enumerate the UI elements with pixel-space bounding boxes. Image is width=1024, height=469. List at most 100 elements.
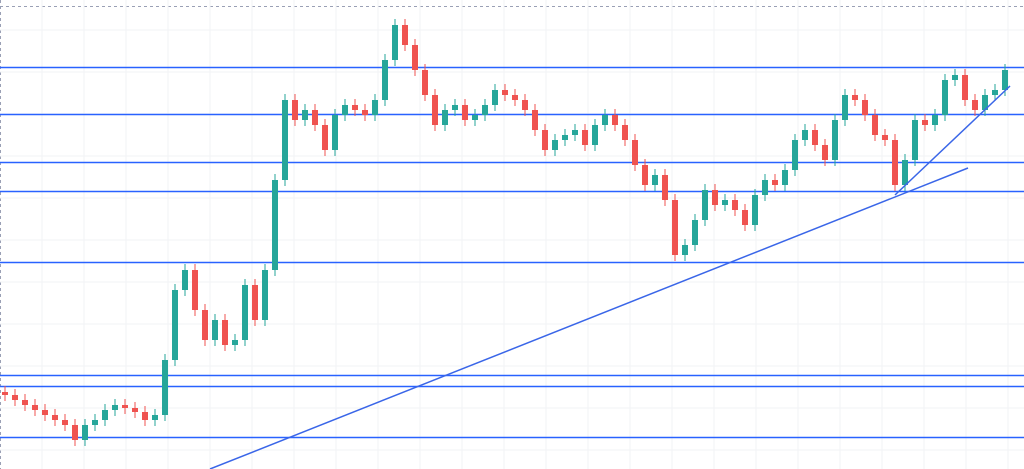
candle-body [472, 115, 478, 120]
candle-body [1002, 70, 1008, 90]
candle-body [512, 95, 518, 100]
candle-body [242, 285, 248, 340]
candle-body [692, 220, 698, 245]
trend-line [209, 167, 969, 469]
candle-body [32, 405, 38, 410]
candle-body [632, 140, 638, 165]
candle-body [232, 340, 238, 345]
candle-body [882, 135, 888, 140]
candle-body [152, 415, 158, 420]
candle-body [572, 130, 578, 135]
candle-body [162, 360, 168, 415]
candle-body [172, 290, 178, 360]
candle-body [2, 392, 8, 395]
candle-body [862, 100, 868, 115]
candle-body [262, 270, 268, 320]
candle-body [542, 130, 548, 150]
candle-body [72, 425, 78, 440]
candle-body [202, 310, 208, 340]
candle-body [562, 135, 568, 140]
candle-body [682, 245, 688, 255]
candle-body [792, 140, 798, 170]
candle-body [492, 90, 498, 105]
candle-body [142, 412, 148, 420]
candle-body [872, 115, 878, 135]
candle-body [972, 100, 978, 110]
candle-body [992, 90, 998, 95]
candle-body [772, 180, 778, 185]
candle-body [912, 120, 918, 160]
candle-body [482, 105, 488, 115]
candle-body [702, 190, 708, 220]
candle-body [132, 408, 138, 412]
candle-body [742, 210, 748, 225]
candle-body [672, 200, 678, 255]
candle-body [892, 140, 898, 185]
candle-body [962, 75, 968, 100]
candles [2, 19, 1008, 446]
candle-body [942, 80, 948, 115]
candle-body [302, 110, 308, 120]
candle-body [752, 195, 758, 225]
candle-body [392, 25, 398, 60]
candle-body [62, 420, 68, 425]
candle-body [52, 415, 58, 420]
candle-body [332, 115, 338, 150]
candle-body [432, 95, 438, 125]
candle-body [952, 75, 958, 80]
candle-body [292, 100, 298, 120]
candle-body [612, 115, 618, 125]
candle-body [182, 270, 188, 290]
candle-body [342, 105, 348, 115]
candle-body [602, 115, 608, 125]
candle-body [352, 105, 358, 110]
candle-body [922, 120, 928, 125]
candle-body [42, 410, 48, 415]
candle-body [92, 420, 98, 425]
candle-body [592, 125, 598, 145]
candle-body [812, 130, 818, 145]
candle-body [212, 320, 218, 340]
candle-body [782, 170, 788, 185]
candle-body [732, 200, 738, 210]
candle-body [762, 180, 768, 195]
candle-body [252, 285, 258, 320]
candle-body [652, 175, 658, 185]
candle-body [12, 395, 18, 400]
candle-body [462, 105, 468, 120]
candle-body [222, 320, 228, 345]
candle-body [412, 45, 418, 70]
candle-body [902, 160, 908, 185]
candle-body [322, 125, 328, 150]
candle-body [502, 90, 508, 95]
candle-body [192, 270, 198, 310]
candle-body [552, 140, 558, 150]
candle-body [82, 425, 88, 440]
candle-body [122, 405, 128, 408]
candle-body [372, 100, 378, 115]
candle-body [522, 100, 528, 110]
candle-body [832, 120, 838, 160]
candle-body [722, 200, 728, 205]
candle-body [932, 115, 938, 125]
candle-body [422, 70, 428, 95]
candle-body [852, 95, 858, 100]
candle-body [282, 100, 288, 180]
candle-body [442, 110, 448, 125]
levels [0, 66, 1024, 439]
candle-body [662, 175, 668, 200]
candle-body [712, 190, 718, 205]
candle-body [112, 405, 118, 410]
candle-body [582, 130, 588, 145]
candle-body [452, 105, 458, 110]
trend-line [894, 85, 1011, 196]
candle-body [312, 110, 318, 125]
candle-body [822, 145, 828, 160]
candle-body [842, 95, 848, 120]
candle-body [622, 125, 628, 140]
candle-body [382, 60, 388, 100]
candle-body [642, 165, 648, 185]
candle-body [102, 410, 108, 420]
